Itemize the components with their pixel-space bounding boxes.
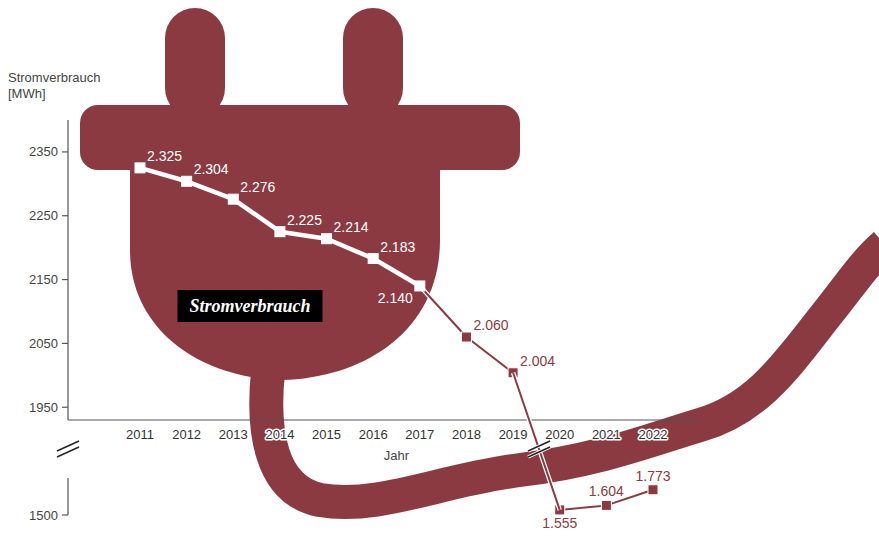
line-segment	[280, 232, 327, 239]
point-marker	[182, 176, 192, 186]
x-tick-label: 2014	[265, 427, 294, 442]
line-underlay	[513, 373, 560, 510]
marks	[135, 163, 518, 378]
x-tick-label: 2015	[312, 427, 341, 442]
line-break-gap	[528, 447, 550, 457]
data-label: 2.225	[287, 212, 322, 228]
line-segment	[327, 239, 374, 259]
data-label: 1.604	[589, 483, 624, 499]
x-axis-line	[68, 419, 700, 420]
x-tick-label: 2011	[126, 427, 154, 442]
data-label: 2.060	[473, 317, 508, 333]
y-axis-title-line: [MWh]	[8, 86, 46, 101]
line-segment	[140, 168, 187, 181]
data-label: 2.304	[194, 161, 229, 177]
y-tick	[62, 215, 68, 216]
y-axis-title: Stromverbrauch[MWh]	[8, 70, 100, 101]
y-tick	[62, 151, 68, 152]
axis-break	[57, 441, 79, 457]
line-segment	[560, 505, 607, 510]
data-label: 2.214	[334, 219, 369, 235]
y-tick	[62, 279, 68, 280]
line-underlay	[140, 168, 187, 181]
plug-body	[130, 165, 440, 380]
point-marker	[322, 234, 332, 244]
y-tick-label: 1500	[29, 508, 58, 523]
chart-canvas: 1950 2050 2150 2250 2350 2011 2012 2013 2014 2015…	[0, 0, 879, 538]
line-underlay	[280, 232, 327, 239]
line-segment	[466, 337, 513, 373]
y-tick	[62, 343, 68, 344]
y-tick-label: 2250	[29, 208, 58, 223]
y-tick-label: 2050	[29, 336, 58, 351]
line-underlay	[233, 199, 280, 232]
data-labels: 2.325 2.304 2.276 2.225 2.214 2.183 2.140 2.060…	[147, 148, 555, 369]
data-label: 2.183	[380, 239, 415, 255]
data-label: 2.004	[520, 353, 555, 369]
title: Stromverbrauch	[189, 296, 310, 316]
line-segment	[420, 286, 467, 337]
data-label: 2.140	[378, 290, 413, 306]
axis-break-mark	[57, 441, 79, 451]
x-axis-title: Jahr	[384, 448, 410, 463]
data-label: 2.325	[147, 148, 182, 164]
x-tick-label: 2022	[639, 427, 668, 442]
y-tick-label: 2350	[29, 144, 58, 159]
line-underlay	[327, 239, 374, 259]
plug-top	[80, 105, 520, 170]
point-marker	[275, 227, 285, 237]
x-tick-label: 2019	[499, 427, 528, 442]
line-segment	[233, 199, 280, 232]
y-axis-title-line: Stromverbrauch	[8, 70, 100, 85]
point-marker	[135, 163, 145, 173]
data-label: 2.276	[240, 179, 275, 195]
y-tick	[62, 514, 68, 515]
data-labels: 1.555 1.604 1.773	[542, 468, 671, 531]
line-break-mark	[528, 447, 550, 457]
data-label: 1.773	[635, 468, 670, 484]
x-tick-label: 2013	[219, 427, 248, 442]
axes: 1500	[29, 478, 68, 523]
title-box: Stromverbrauch	[177, 290, 322, 322]
axis-break-mark	[57, 447, 79, 457]
line-segment	[187, 181, 234, 199]
x-tick-label: 2012	[172, 427, 201, 442]
line-segment	[373, 259, 420, 286]
axes: 1950 2050 2150 2250 2350 2011 2012 2013 2014 2015…	[8, 70, 700, 463]
data-label: 1.555	[542, 515, 577, 531]
point-marker	[368, 254, 378, 264]
x-tick-label: 2016	[359, 427, 388, 442]
line-underlay	[420, 286, 467, 337]
y-tick-label: 2150	[29, 272, 58, 287]
x-tick-label: 2018	[452, 427, 481, 442]
line-connector	[513, 373, 560, 510]
point-marker	[461, 332, 471, 342]
point-marker	[415, 281, 425, 291]
line-underlay	[466, 337, 513, 373]
line-underlay	[373, 259, 420, 286]
plug-illustration	[80, 8, 879, 502]
y-axis-line	[67, 478, 68, 515]
line-underlay	[187, 181, 234, 199]
x-tick-label: 2021	[592, 427, 621, 442]
y-tick	[62, 407, 68, 408]
y-axis-line	[67, 120, 68, 420]
x-tick-label: 2020	[545, 427, 574, 442]
plug-prong	[165, 8, 225, 118]
plug-prong	[343, 8, 403, 118]
point-marker	[228, 194, 238, 204]
point-marker	[648, 485, 658, 495]
y-tick-label: 1950	[29, 400, 58, 415]
point-marker	[601, 500, 611, 510]
title-background	[177, 290, 322, 322]
x-tick-label: 2017	[405, 427, 434, 442]
line-underlay	[560, 505, 607, 510]
